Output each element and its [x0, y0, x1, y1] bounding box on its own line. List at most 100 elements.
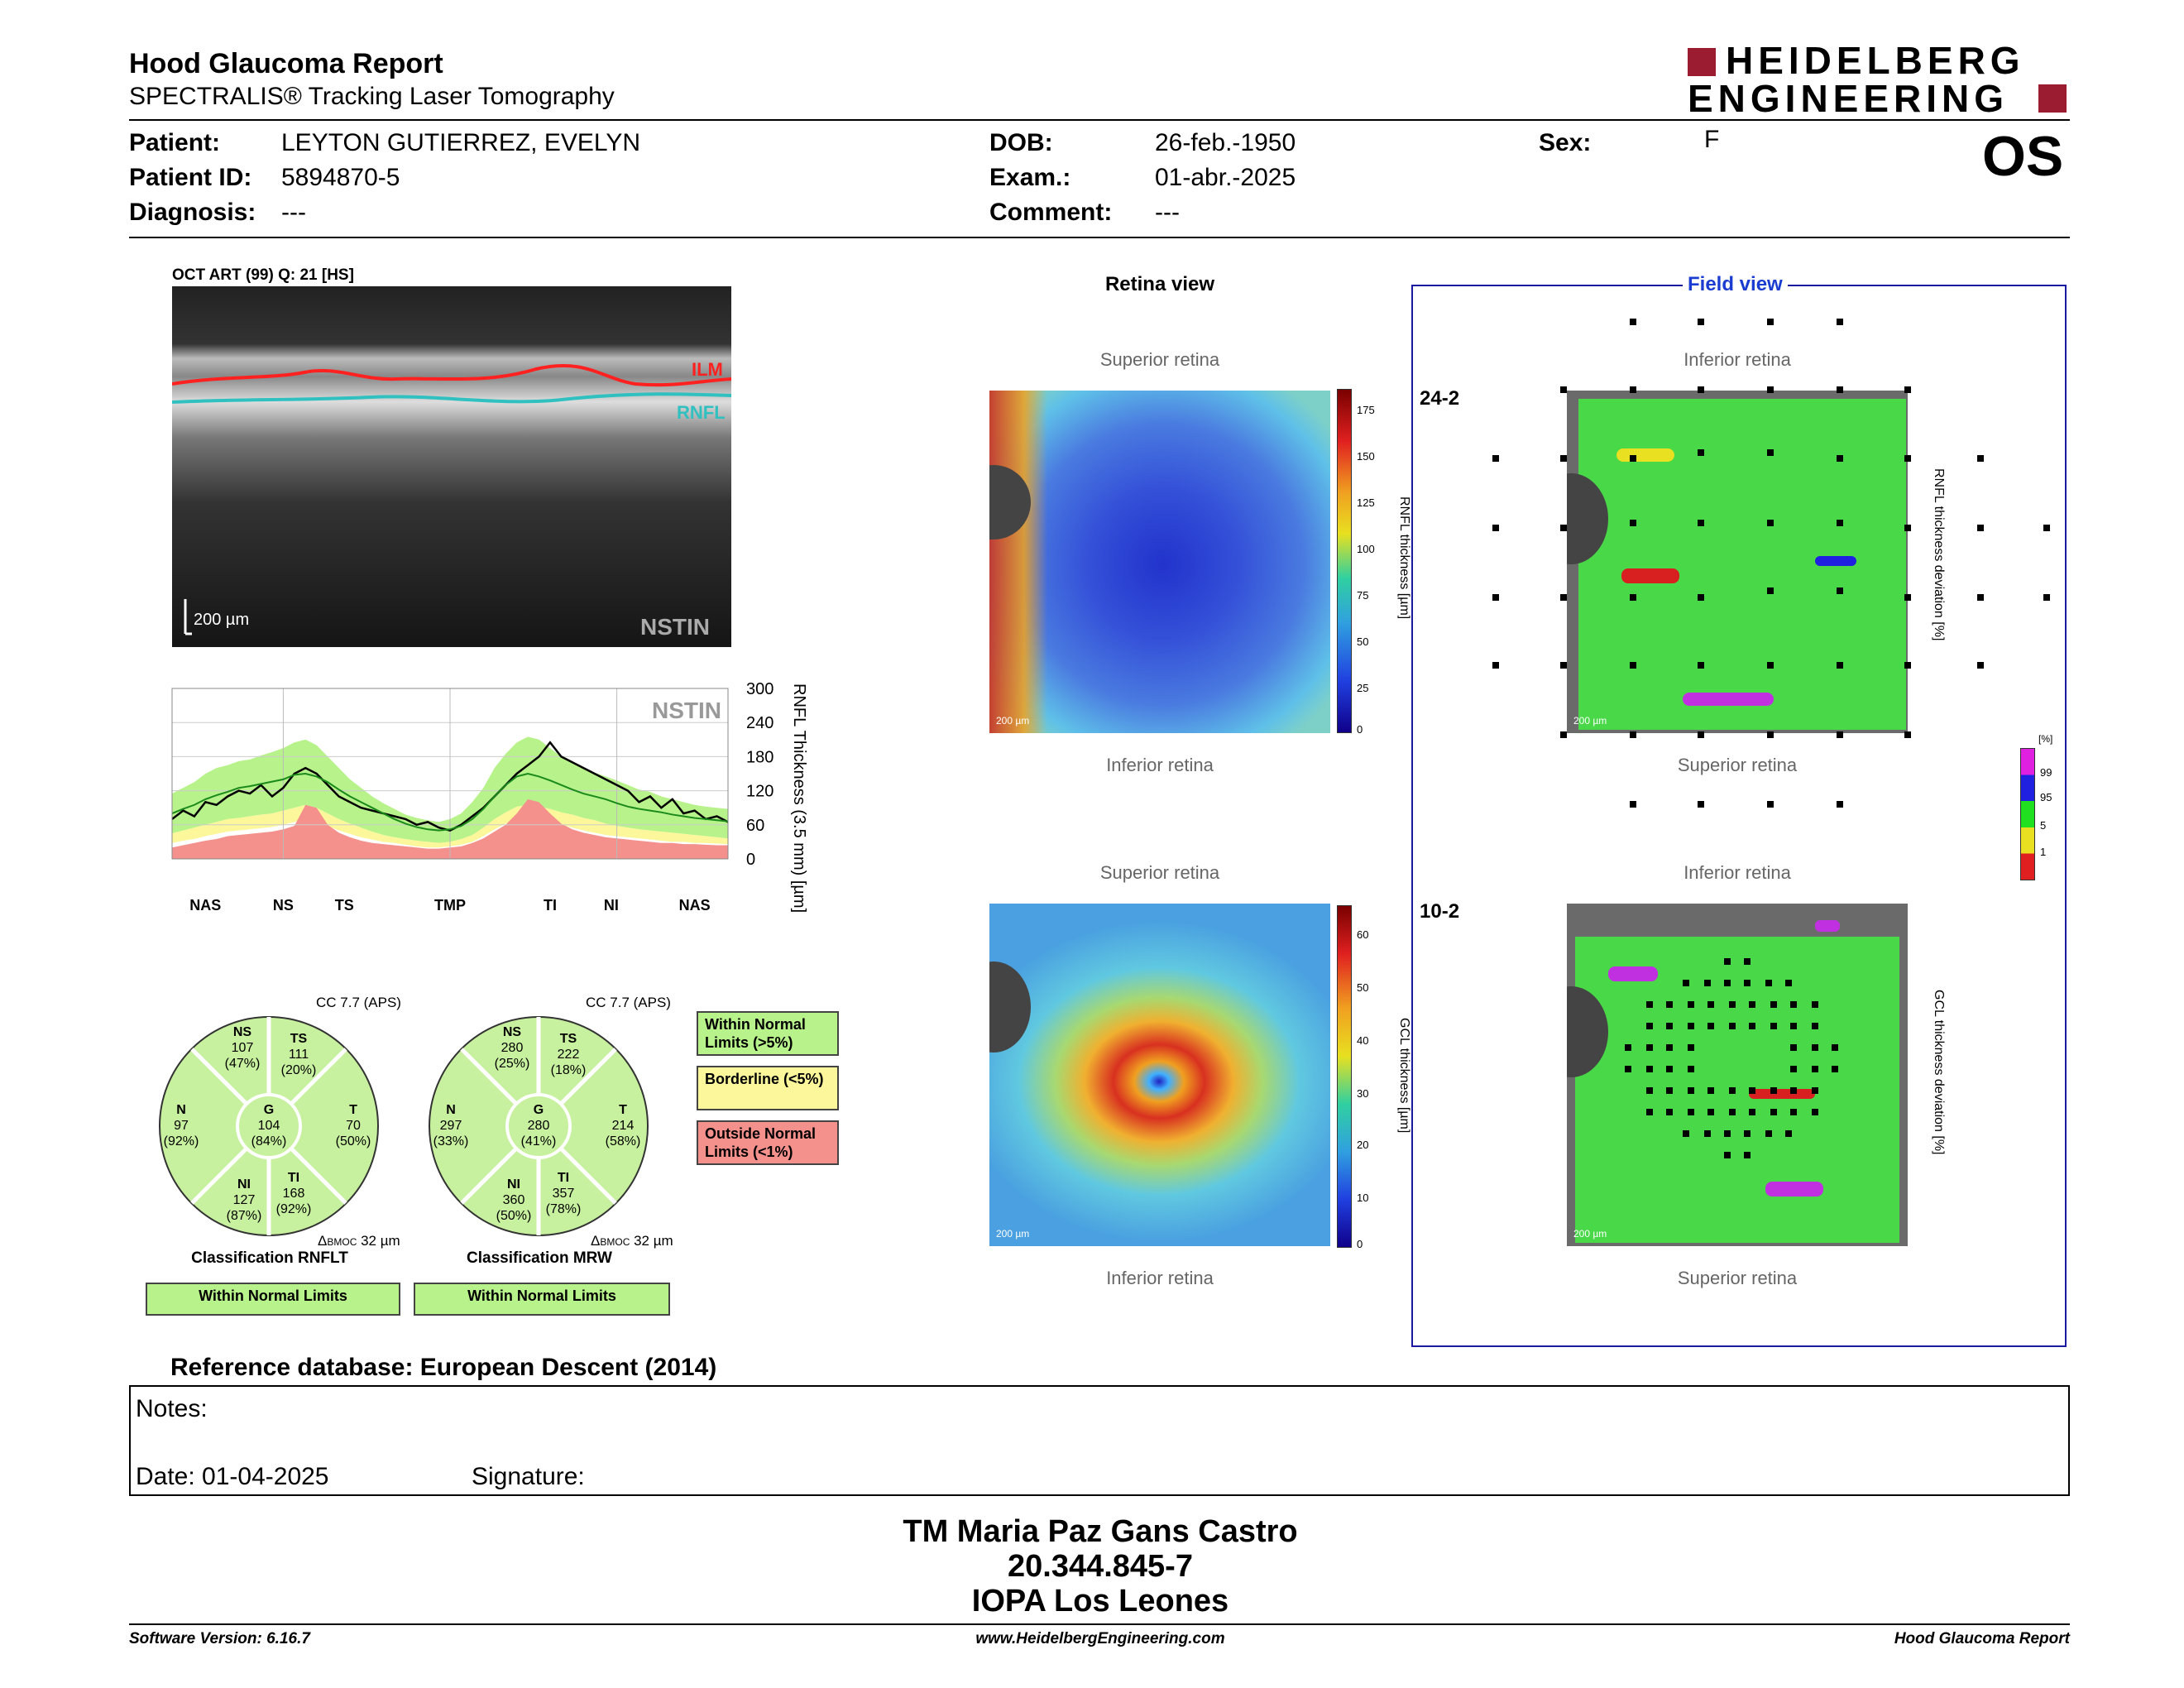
- institution: IOPA Los Leones: [971, 1584, 1229, 1618]
- mrw-g-pct: (41%): [520, 1134, 557, 1149]
- gcl-tick-20: 20: [1357, 1139, 1369, 1151]
- signature-label: Signature:: [472, 1463, 585, 1490]
- footer-report-name: Hood Glaucoma Report: [1894, 1630, 2070, 1647]
- mrw-bmoc-label: BMOC: [600, 1236, 630, 1248]
- rnflt-t-pct: (50%): [335, 1134, 371, 1149]
- rnfl-thickness-chart: 0 60 120 180 240 300 NAS NS TS TMP TI NI NAS NSTIN RNF…: [132, 679, 811, 927]
- gcl-tick-0: 0: [1357, 1238, 1363, 1250]
- gcl-tick-10: 10: [1357, 1192, 1369, 1204]
- website-link[interactable]: www.HeidelbergEngineering.com: [975, 1630, 1225, 1647]
- mrw-classification-result: Within Normal Limits: [414, 1283, 670, 1316]
- label-10-2: 10-2: [1420, 900, 1460, 923]
- rnflt-bmoc: ΔBMOC 32 µm: [318, 1233, 400, 1249]
- mrw-ts-label: TS: [559, 1032, 577, 1046]
- series-measured: [171, 741, 729, 832]
- mrw-bmoc: ΔBMOC 32 µm: [591, 1233, 673, 1249]
- mrw-ns-pct: (25%): [494, 1057, 530, 1071]
- gcl-tick-50: 50: [1357, 981, 1369, 994]
- gcl-deviation-map: 200 µm: [1567, 904, 1908, 1246]
- y-tick-label: 0: [746, 851, 755, 869]
- rnfl-tick-25: 25: [1357, 682, 1369, 694]
- report-subtitle: SPECTRALIS® Tracking Laser Tomography: [129, 83, 615, 110]
- outside-band: [172, 798, 728, 859]
- mrw-n-label: N: [446, 1103, 456, 1117]
- retina-top-superior: Superior retina: [1099, 349, 1220, 370]
- x-tick-label: TS: [335, 897, 354, 914]
- pct-tick-5: 5: [2040, 819, 2047, 832]
- rnfl-label: RNFL: [677, 402, 726, 423]
- series-mean: [171, 772, 729, 832]
- tech-id: 20.344.845-7: [1008, 1549, 1193, 1584]
- rnfl-tick-150: 150: [1357, 450, 1375, 463]
- mrw-t-value: 214: [611, 1119, 635, 1133]
- mrw-n-pct: (33%): [433, 1134, 469, 1149]
- rnflt-bmoc-label: BMOC: [327, 1236, 357, 1248]
- rnfl-dev-axis-label: RNFL thickness deviation [%]: [1932, 468, 1946, 641]
- patient-label: Patient:: [129, 129, 221, 156]
- ilm-label: ILM: [692, 359, 723, 380]
- mrw-bmoc-value: 32 µm: [634, 1233, 673, 1249]
- retina-view-title: Retina view: [1104, 273, 1215, 295]
- field-bottom-inferior: Inferior retina: [1684, 862, 1791, 883]
- mrw-ns-value: 280: [500, 1041, 524, 1055]
- rnfl-map-scale: 200 µm: [996, 715, 1030, 727]
- mrw-n-value: 297: [439, 1119, 462, 1133]
- mrw-cc: CC 7.7 (APS): [586, 995, 671, 1010]
- y-tick-label: 240: [746, 714, 774, 732]
- eye-label: OS: [1982, 125, 2064, 188]
- field-top-superior: Superior retina: [1677, 755, 1798, 775]
- y-tick-label: 180: [746, 748, 774, 766]
- diagnosis-label: Diagnosis:: [129, 199, 256, 226]
- field-top-inferior: Inferior retina: [1684, 349, 1791, 370]
- rnflt-n-value: 97: [174, 1119, 189, 1133]
- rnfl-thickness-map: 200 µm: [989, 391, 1330, 733]
- rnflt-ti-pct: (92%): [275, 1202, 312, 1216]
- retina-bottom-inferior: Inferior retina: [1106, 1268, 1214, 1288]
- rnfl-tick-0: 0: [1357, 723, 1363, 736]
- rnflt-t-label: T: [349, 1103, 357, 1117]
- tech-name: TM Maria Paz Gans Castro: [903, 1514, 1298, 1549]
- notes-box[interactable]: Notes: Date: 01-04-2025 Signature:: [129, 1385, 2070, 1496]
- heidelberg-logo: HEIDELBERG ENGINEERING: [1688, 40, 2068, 120]
- mrw-ts-pct: (18%): [550, 1063, 587, 1077]
- rnflt-t-value: 70: [346, 1119, 361, 1133]
- y-tick-label: 300: [746, 680, 774, 698]
- mrw-t-label: T: [619, 1103, 627, 1117]
- exam-date: 01-abr.-2025: [1155, 164, 1296, 191]
- diagnosis: ---: [281, 199, 306, 226]
- legend-borderline: Borderline (<5%): [697, 1066, 839, 1110]
- rnflt-ni-value: 127: [232, 1193, 256, 1207]
- field-bottom-superior: Superior retina: [1677, 1268, 1798, 1288]
- x-tick-label: NAS: [189, 897, 221, 914]
- label-24-2: 24-2: [1420, 387, 1460, 410]
- logo-line2: ENGINEERING: [1688, 77, 2009, 120]
- rnfl-colorbar: [1337, 389, 1352, 733]
- legend-outside: Outside Normal Limits (<1%): [697, 1120, 839, 1165]
- sex-label: Sex:: [1539, 129, 1592, 156]
- normal-band: [172, 736, 728, 843]
- rnfl-tick-100: 100: [1357, 543, 1375, 555]
- comment-label: Comment:: [989, 199, 1113, 226]
- software-version: Software Version: 6.16.7: [129, 1630, 310, 1647]
- x-tick-label: NS: [273, 897, 294, 914]
- mrw-ts-value: 222: [557, 1048, 580, 1062]
- rnfl-tick-175: 175: [1357, 404, 1375, 416]
- patient-name: LEYTON GUTIERREZ, EVELYN: [281, 129, 640, 156]
- x-tick-label: TI: [544, 897, 557, 914]
- rnflt-ni-label: NI: [237, 1177, 251, 1192]
- mrw-ns-label: NS: [502, 1025, 522, 1039]
- gcl-dev-axis-label: GCL thickness deviation [%]: [1932, 990, 1946, 1155]
- comment: ---: [1155, 199, 1180, 226]
- report-title: Hood Glaucoma Report: [129, 48, 443, 79]
- y-axis-label: RNFL Thickness (3.5 mm) [µm]: [790, 683, 808, 913]
- mrw-classification-label: Classification MRW: [467, 1249, 612, 1267]
- rnflt-cc: CC 7.7 (APS): [316, 995, 401, 1010]
- pct-tick-99: 99: [2040, 766, 2052, 779]
- x-tick-label: NI: [604, 897, 619, 914]
- plot-frame: [171, 688, 729, 860]
- gcl-axis-label: GCL thickness [µm]: [1397, 1018, 1411, 1134]
- mrw-ti-value: 357: [552, 1187, 575, 1201]
- dob-label: DOB:: [989, 129, 1053, 156]
- gcl-tick-60: 60: [1357, 928, 1369, 941]
- oct-scale-label: 200 µm: [194, 611, 250, 629]
